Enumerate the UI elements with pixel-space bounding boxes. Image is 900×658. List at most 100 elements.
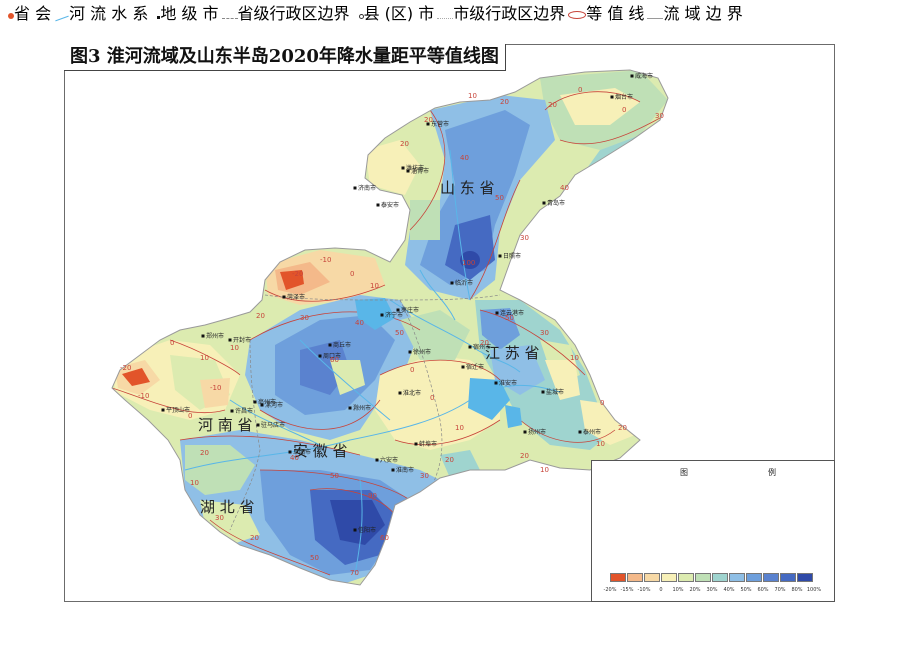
city-label: 枣庄市: [401, 306, 419, 314]
contour-value-label: 10: [230, 344, 239, 352]
contour-value-label: 90: [368, 492, 377, 500]
city-icon: [380, 313, 384, 317]
contour-value-label: 10: [596, 440, 605, 448]
contour-value-label: 60: [380, 534, 389, 542]
contour-value-label: -20: [120, 364, 131, 372]
color-scale-swatch: [678, 573, 694, 582]
city-label: 蚌埠市: [419, 440, 437, 448]
zone-10: [200, 500, 260, 545]
city-icon: [328, 343, 332, 347]
city-marker: 徐州市: [408, 348, 431, 356]
city-icon: [398, 391, 402, 395]
province-label-henan: 河 南 省: [198, 416, 253, 434]
color-scale-label: 20%: [689, 587, 701, 593]
gaoyou-lake: [505, 405, 522, 428]
zone-20: [400, 310, 470, 360]
city-marker: 连云港市: [495, 309, 524, 317]
contour-lines: [112, 91, 661, 576]
city-icon: [468, 345, 472, 349]
province-label-shandong: 山 东 省: [440, 179, 495, 197]
city-label: 淮北市: [403, 389, 421, 397]
contour-value-label: 20: [200, 449, 209, 457]
city-label: 驻马店市: [261, 421, 285, 429]
zone-70: [445, 215, 495, 280]
contour-value-label: 50: [330, 472, 339, 480]
legend-item-label: 河 流 水 系: [69, 4, 149, 23]
city-marker: 青岛市: [542, 199, 565, 207]
contour-value-label: 10: [370, 282, 379, 290]
city-label: 盐城市: [546, 388, 564, 396]
city-marker: 济宁市: [380, 311, 403, 319]
contour-value-label: 40: [290, 454, 299, 462]
city-label: 阜阳市: [293, 448, 311, 456]
city-label: 淮安市: [499, 379, 517, 387]
contour-value-label: 60: [330, 356, 339, 364]
contour-value-label: -10: [320, 256, 331, 264]
contour-value-label: 10: [468, 92, 477, 100]
city-icon: [578, 430, 582, 434]
contour-value-label: 0: [188, 412, 192, 420]
city-marker: 周口市: [318, 352, 341, 360]
city-label: 六安市: [380, 456, 398, 464]
county-icon: [350, 4, 364, 23]
city-boundary-icon: [434, 4, 454, 23]
city-label: 连云港市: [500, 309, 524, 317]
contour-value-label: 30: [520, 234, 529, 242]
contour-value-label: 20: [424, 116, 433, 124]
legend-item-label: 地 级 市: [160, 4, 219, 23]
city-label: 亳州市: [258, 398, 276, 406]
hongze-lake: [468, 378, 510, 420]
capital-icon: [0, 4, 14, 23]
city-icon: [376, 203, 380, 207]
city-icon: [406, 169, 410, 173]
lakes: [355, 298, 522, 428]
city-icon: [348, 406, 352, 410]
city-icon: [630, 74, 634, 78]
zone-20: [410, 200, 440, 240]
contour-value-label: 20: [520, 452, 529, 460]
city-label: 平顶山市: [166, 406, 190, 414]
city-icon: [494, 381, 498, 385]
zone-0: [560, 88, 640, 125]
city-marker: 东营市: [426, 120, 449, 128]
city-marker: 蚌埠市: [414, 440, 437, 448]
city-label: 宿迁市: [466, 363, 484, 371]
contour-value-label: 10: [200, 354, 209, 362]
city-label: 济宁市: [385, 311, 403, 319]
city-marker: 六安市: [375, 456, 398, 464]
city-marker: 济南市: [353, 184, 376, 192]
contour-value-label: 40: [355, 319, 364, 327]
color-scale-swatch: [627, 573, 643, 582]
city-marker: 平顶山市: [161, 406, 190, 414]
color-scale-swatch: [729, 573, 745, 582]
city-marker: 潍坊市: [401, 164, 424, 172]
city-icon: [542, 201, 546, 205]
city-marker: 枣庄市: [396, 306, 419, 314]
city-marker: 临沂市: [450, 279, 473, 287]
zone-0: [405, 380, 480, 432]
legend-heading-left: 图: [680, 468, 688, 477]
city-icon: [495, 311, 499, 315]
city-icon: [353, 528, 357, 532]
city-label: 临沂市: [455, 279, 473, 287]
contour-value-label: 20: [256, 312, 265, 320]
color-scale-swatch: [780, 573, 796, 582]
color-scale-label: -20%: [603, 587, 617, 593]
city-label: 徐州市: [413, 348, 431, 356]
contour-value-label: 30: [300, 314, 309, 322]
zone-100: [330, 500, 385, 545]
basin-boundary: [111, 69, 669, 586]
color-scale-swatch: [746, 573, 762, 582]
contour-value-label: 20: [400, 140, 409, 148]
city-icon: [288, 450, 292, 454]
legend-item-label: 县 (区) 市: [363, 4, 435, 23]
color-scale-swatch: [797, 573, 813, 582]
contour-value-label: -10: [138, 392, 149, 400]
color-scale-label: -15%: [620, 587, 634, 593]
city-marker: 商丘市: [328, 341, 351, 349]
contour-value-label: 0: [430, 394, 434, 402]
city-label: 青岛市: [547, 199, 565, 207]
city-label: 淄博市: [411, 167, 429, 175]
